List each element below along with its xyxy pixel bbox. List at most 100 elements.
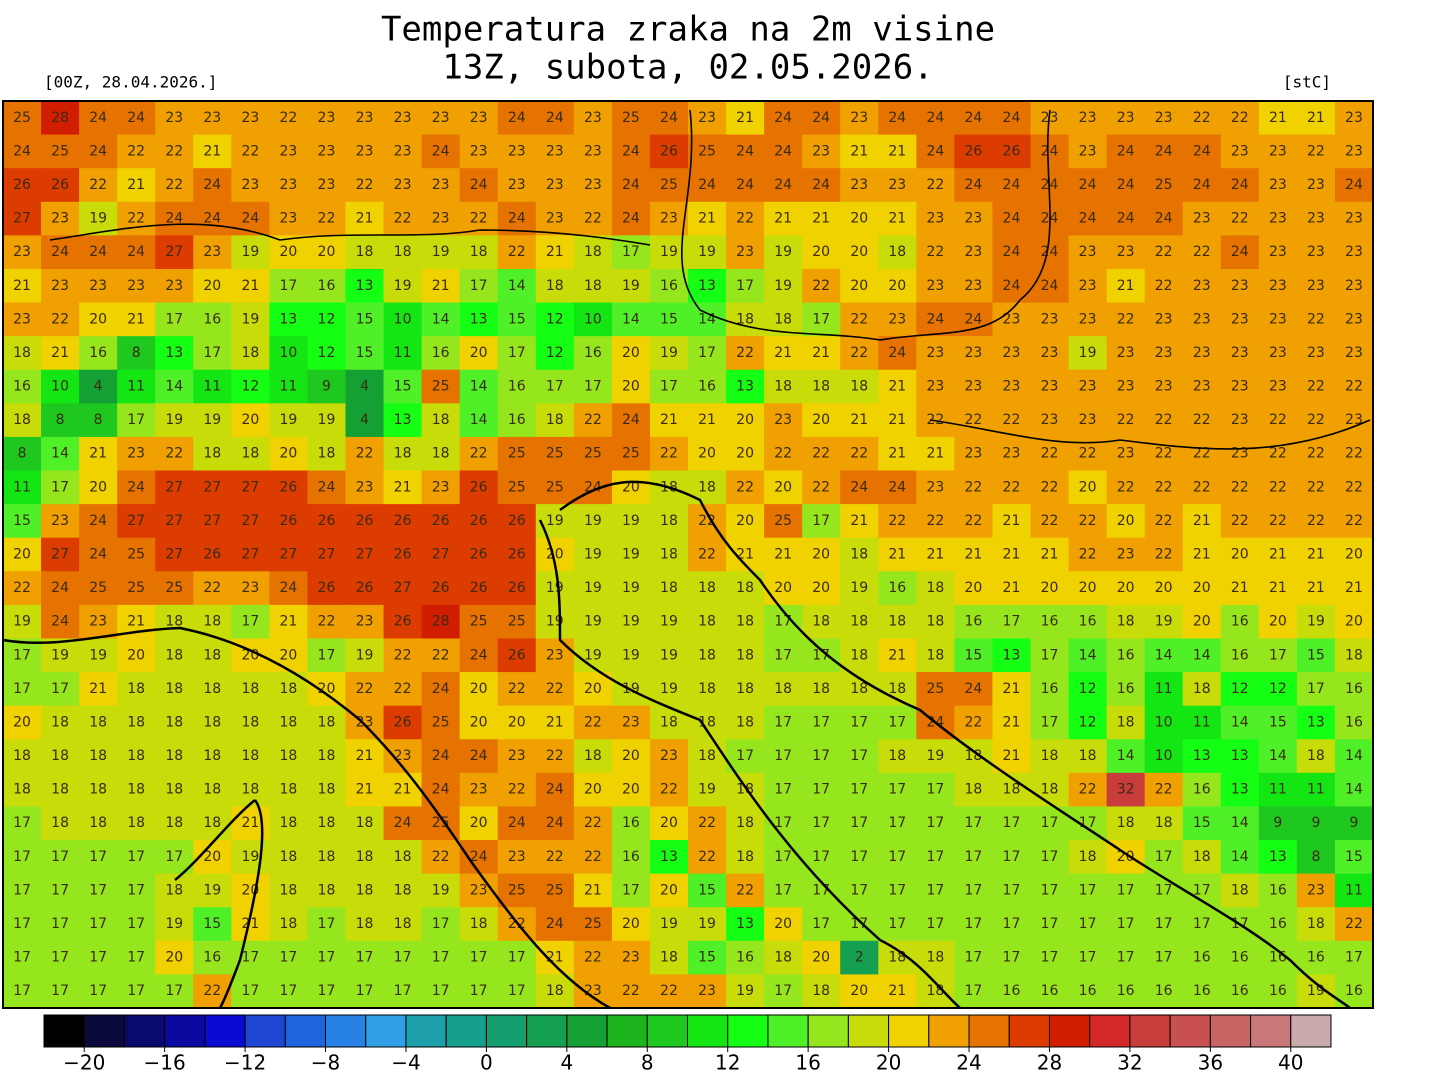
field-value: 16: [1231, 614, 1249, 630]
field-value: 23: [51, 513, 69, 529]
field-cell: [193, 739, 232, 774]
field-cell: [726, 604, 765, 640]
field-value: 24: [432, 143, 450, 159]
field-cell: [155, 504, 194, 539]
field-cell: [992, 268, 1032, 304]
field-value: 18: [318, 748, 336, 764]
field-cell: [916, 907, 955, 942]
field-value: 18: [318, 446, 336, 462]
field-value: 22: [394, 647, 412, 663]
field-cell: [1258, 168, 1298, 203]
field-value: 18: [203, 614, 221, 630]
field-cell: [878, 235, 917, 270]
field-value: 21: [356, 782, 374, 798]
field-value: 18: [888, 614, 906, 630]
field-cell: [421, 705, 461, 740]
field-value: 17: [1155, 849, 1173, 865]
field-value: 18: [241, 681, 259, 697]
field-cell: [269, 336, 309, 371]
field-value: 26: [356, 580, 374, 596]
field-value: 23: [318, 110, 336, 126]
field-cell: [611, 134, 651, 169]
field-cell: [573, 134, 613, 169]
field-cell: [649, 907, 689, 942]
field-value: 24: [965, 177, 983, 193]
field-cell: [155, 537, 194, 572]
field-cell: [307, 604, 347, 640]
field-value: 18: [89, 815, 107, 831]
field-cell: [497, 604, 537, 640]
field-value: 13: [736, 916, 754, 932]
field-cell: [1220, 705, 1260, 740]
field-cell: [1296, 101, 1336, 136]
field-cell: [383, 268, 423, 304]
field-cell: [383, 134, 423, 169]
field-cell: [383, 168, 423, 203]
field-value: 20: [1079, 479, 1097, 495]
field-value: 27: [241, 547, 259, 563]
field-value: 21: [965, 547, 983, 563]
field-value: 23: [622, 950, 640, 966]
field-cell: [1182, 201, 1222, 236]
field-value: 25: [432, 714, 450, 730]
field-value: 26: [470, 580, 488, 596]
field-cell: [155, 571, 194, 606]
field-cell: [231, 101, 270, 136]
field-value: 32: [1117, 782, 1135, 798]
field-value: 19: [622, 547, 640, 563]
field-cell: [954, 840, 994, 875]
field-cell: [535, 302, 575, 337]
field-cell: [41, 604, 80, 640]
field-cell: [840, 268, 879, 304]
field-value: 19: [203, 882, 221, 898]
field-cell: [1334, 604, 1374, 640]
field-cell: [383, 806, 423, 841]
field-value: 16: [1193, 983, 1211, 999]
field-value: 18: [356, 882, 374, 898]
field-cell: [345, 873, 385, 908]
field-value: 17: [965, 815, 983, 831]
field-value: 17: [926, 782, 944, 798]
field-value: 18: [1003, 782, 1021, 798]
field-value: 22: [1193, 479, 1211, 495]
field-value: 18: [394, 244, 412, 260]
field-value: 13: [1231, 782, 1249, 798]
field-cell: [726, 504, 765, 539]
field-cell: [726, 806, 765, 841]
field-cell: [1182, 470, 1222, 505]
field-cell: [878, 537, 917, 572]
field-cell: [459, 772, 499, 808]
field-cell: [383, 907, 423, 942]
colorbar-tick-label: 0: [480, 1051, 493, 1075]
field-cell: [421, 235, 461, 270]
field-value: 21: [89, 446, 107, 462]
field-cell: [802, 873, 841, 908]
field-value: 16: [1155, 983, 1173, 999]
field-cell: [1144, 571, 1184, 606]
field-value: 22: [394, 681, 412, 697]
field-cell: [269, 504, 309, 539]
field-value: 23: [318, 143, 336, 159]
field-cell: [1220, 537, 1260, 572]
field-cell: [878, 772, 917, 808]
field-value: 21: [888, 143, 906, 159]
colorbar-swatch: [807, 1014, 849, 1048]
field-value: 18: [1079, 849, 1097, 865]
field-cell: [840, 537, 879, 572]
field-value: 20: [280, 446, 298, 462]
field-value: 22: [1041, 513, 1059, 529]
field-cell: [497, 235, 537, 270]
field-cell: [1068, 302, 1108, 337]
field-cell: [269, 403, 309, 438]
field-cell: [954, 806, 994, 841]
field-cell: [573, 873, 613, 908]
field-value: 17: [1269, 647, 1287, 663]
field-value: 14: [1155, 647, 1173, 663]
field-cell: [79, 772, 118, 808]
field-value: 24: [622, 177, 640, 193]
field-value: 17: [51, 983, 69, 999]
field-cell: [1334, 907, 1374, 942]
field-cell: [1182, 336, 1222, 371]
field-value: 17: [394, 950, 412, 966]
field-value: 25: [774, 513, 792, 529]
